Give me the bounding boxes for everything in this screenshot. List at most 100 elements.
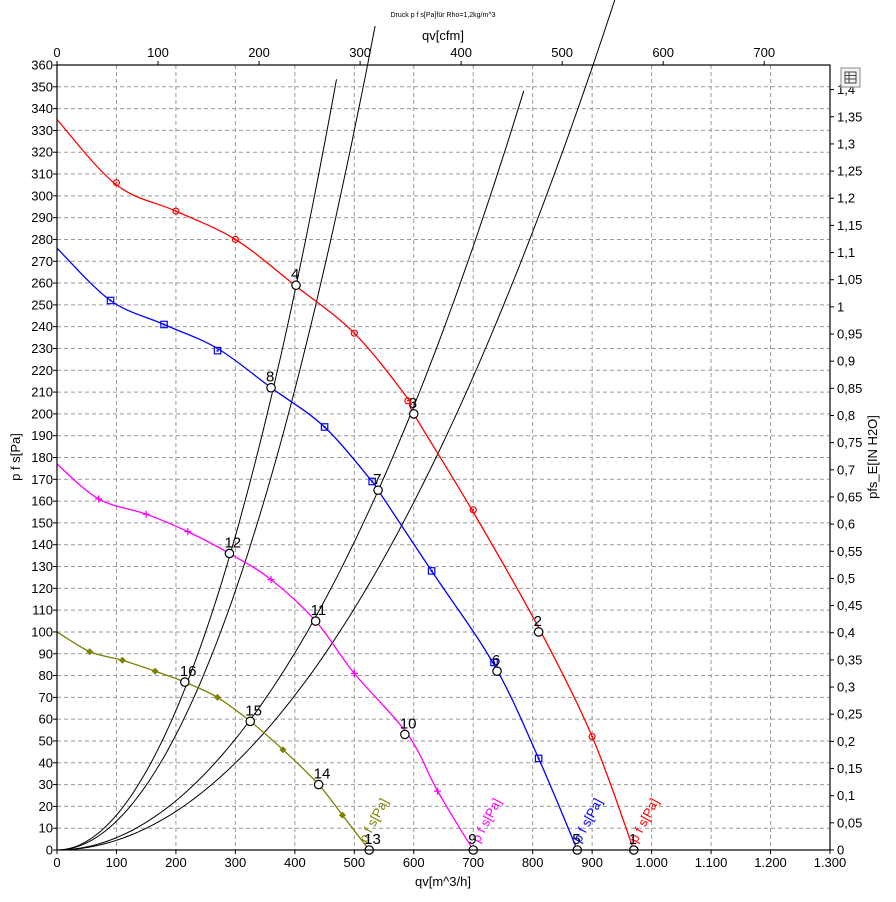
operating-point-label: 1	[629, 831, 637, 848]
x-tick-label: 1.300	[814, 855, 847, 870]
operating-point: 6	[492, 652, 502, 676]
operating-point-marker	[266, 382, 276, 393]
marker-square	[106, 296, 115, 305]
operating-point-label: 3	[409, 395, 417, 412]
marker-circle	[350, 329, 358, 337]
operating-point-label: 14	[314, 766, 331, 783]
y-tick-label: 340	[31, 101, 53, 116]
y2-tick-label: 0,85	[837, 381, 862, 396]
marker-plus	[434, 787, 442, 795]
chart-title: Druck p f s[Pa]für Rho=1,2kg/m^3	[390, 12, 495, 19]
y-tick-label: 70	[39, 690, 53, 705]
operating-point-marker	[180, 677, 190, 687]
y2-tick-label: 1,2	[837, 191, 855, 206]
series-1: p f s[Pa]	[56, 119, 662, 851]
y-tick-label: 30	[39, 777, 53, 792]
marker-dot	[537, 757, 540, 760]
y2-tick-label: 1,25	[837, 164, 862, 179]
x-tick-label: 800	[522, 855, 544, 870]
table-icon	[844, 71, 857, 84]
y-tick-label: 210	[31, 385, 53, 400]
y-tick-label: 0	[46, 843, 53, 858]
x-tick-label: 400	[284, 855, 306, 870]
y-tick-label: 290	[31, 210, 53, 225]
marker-circle	[404, 397, 412, 405]
operating-point: 14	[313, 766, 331, 790]
operating-point-label: 11	[311, 602, 327, 619]
marker-plus	[350, 669, 358, 677]
y-tick-label: 50	[39, 733, 53, 748]
marker-circle	[588, 733, 596, 741]
system-curves	[56, 0, 616, 851]
x2-tick-label: 300	[349, 45, 371, 60]
y-tick-label: 100	[31, 624, 53, 639]
y2-tick-label: 0,15	[837, 761, 862, 776]
y2-tick-label: 1,05	[837, 272, 862, 287]
operating-point-label: 8	[266, 369, 274, 386]
marker-diamond	[151, 667, 159, 675]
operating-point: 2	[534, 613, 544, 637]
marker-dot	[472, 508, 475, 511]
marker-square	[160, 320, 168, 329]
y2-tick-label: 0,05	[837, 815, 862, 830]
y-tick-label: 220	[31, 363, 53, 378]
operating-point-label: 6	[492, 652, 500, 669]
y-tick-label: 150	[31, 515, 53, 530]
x-tick-label: 900	[581, 855, 603, 870]
y2-tick-label: 0,45	[837, 598, 862, 613]
y2-tick-label: 0,6	[837, 517, 855, 532]
operating-point: 15	[245, 702, 262, 727]
y2-tick-label: 0,25	[837, 707, 862, 722]
operating-point: 11	[311, 602, 327, 626]
series-group: p f s[Pa]p f s[Pa]p f s[Pa]p f s[Pa]	[56, 119, 662, 851]
operating-point-marker	[224, 548, 235, 559]
marker-circle	[172, 207, 180, 215]
x2-tick-label: 600	[652, 45, 674, 60]
y2-tick-label: 0	[837, 843, 844, 858]
operating-point: 4	[291, 266, 301, 291]
x2-tick-label: 0	[53, 45, 60, 60]
y2-tick-label: 1	[837, 299, 844, 314]
x-tick-label: 200	[165, 855, 187, 870]
x-tick-label: 100	[106, 855, 128, 870]
operating-point-marker	[313, 779, 324, 790]
y2-tick-label: 0,4	[837, 625, 855, 640]
y-tick-label: 130	[31, 559, 53, 574]
y-tick-label: 310	[31, 167, 53, 182]
x-axis-title: qv[m^3/h]	[415, 874, 471, 889]
y-tick-label: 110	[32, 603, 53, 618]
grid-lines	[57, 65, 830, 850]
operating-point: 3	[409, 395, 419, 419]
y2-tick-label: 1,15	[837, 218, 862, 233]
marker-dot	[371, 480, 374, 483]
marker-dot	[430, 569, 433, 572]
marker-diamond	[338, 811, 346, 819]
series-3: p f s[Pa]	[56, 463, 504, 851]
series-line	[56, 247, 578, 851]
x2-tick-label: 200	[248, 45, 270, 60]
series-2: p f s[Pa]	[56, 247, 605, 851]
operating-point-marker	[400, 729, 410, 740]
marker-plus	[184, 528, 192, 536]
y-tick-label: 260	[31, 276, 53, 291]
x2-tick-label: 500	[551, 45, 573, 60]
marker-dot	[216, 349, 219, 352]
operating-point-label: 2	[534, 613, 542, 630]
x-tick-label: 0	[53, 855, 60, 870]
y2-tick-label: 0,35	[837, 652, 862, 667]
y-axis-title: p f s[Pa]	[8, 433, 23, 481]
marker-diamond	[214, 693, 222, 701]
y2-tick-label: 0,5	[837, 571, 855, 586]
y-tick-label: 230	[31, 341, 53, 356]
marker-plus	[95, 495, 103, 503]
operating-point: 10	[400, 715, 417, 740]
marker-dot	[163, 323, 166, 326]
x-tick-label: 1.100	[695, 855, 728, 870]
marker-square	[490, 658, 498, 667]
y2-tick-label: 0,3	[837, 680, 855, 695]
y-tick-label: 160	[31, 494, 53, 509]
marker-dot	[234, 238, 237, 241]
y-tick-label: 200	[31, 406, 53, 421]
operating-point-marker	[492, 666, 502, 676]
menu-button[interactable]	[840, 67, 861, 88]
